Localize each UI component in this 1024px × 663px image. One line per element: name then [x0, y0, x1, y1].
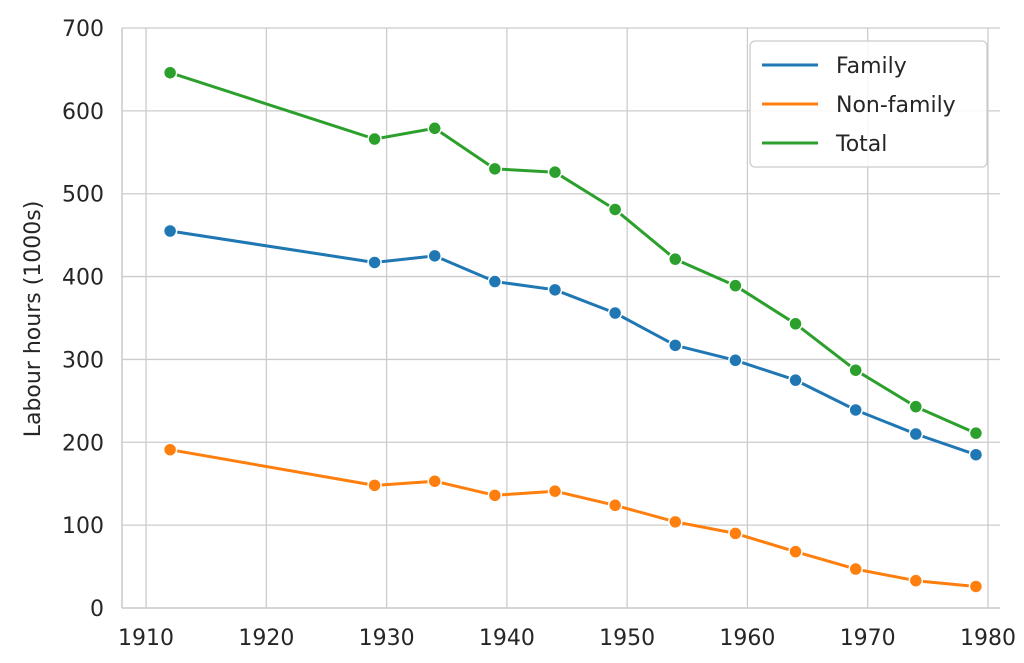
series-non-family: [162, 442, 984, 594]
data-point-family: [607, 305, 623, 321]
legend-label: Total: [835, 132, 887, 157]
data-point-non-family: [427, 473, 442, 489]
y-tick-label: 500: [62, 183, 104, 208]
series-total: [162, 65, 984, 441]
data-point-family: [668, 338, 683, 353]
data-point-total: [728, 278, 743, 293]
data-point-non-family: [367, 478, 382, 493]
data-point-family: [547, 282, 563, 298]
y-axis-label: Labour hours (1000s): [21, 201, 46, 438]
data-point-family: [427, 248, 442, 264]
legend-label: Family: [836, 54, 907, 79]
series-group: [162, 65, 984, 594]
y-tick-label: 100: [62, 514, 104, 539]
series-line-non-family: [168, 448, 978, 588]
data-point-non-family: [968, 579, 984, 594]
data-point-non-family: [728, 526, 743, 541]
x-tick-label: 1940: [479, 626, 535, 651]
series-line-total: [168, 71, 978, 435]
data-point-total: [668, 251, 683, 267]
data-point-total: [162, 65, 178, 80]
legend-item: Family: [762, 54, 907, 79]
legend-item: Non-family: [762, 93, 956, 118]
data-point-family: [487, 274, 503, 289]
data-point-total: [908, 399, 924, 414]
data-point-total: [427, 121, 442, 136]
x-tick-label: 1960: [719, 626, 775, 651]
legend: Family Non-family Total: [749, 40, 988, 168]
legend-label: Non-family: [836, 93, 956, 118]
data-point-non-family: [908, 573, 924, 588]
y-axis-ticks: 0 100 200 300 400 500 600 700: [62, 17, 104, 622]
x-tick-label: 1970: [840, 626, 896, 651]
data-point-total: [487, 161, 503, 177]
y-tick-label: 300: [62, 348, 104, 373]
x-tick-label: 1980: [960, 626, 1016, 651]
data-point-non-family: [162, 442, 178, 457]
x-tick-label: 1950: [599, 626, 655, 651]
data-point-family: [162, 223, 178, 239]
data-point-non-family: [668, 514, 683, 530]
x-tick-label: 1910: [118, 626, 174, 651]
data-point-non-family: [547, 483, 563, 499]
data-point-family: [908, 426, 924, 442]
data-point-non-family: [848, 561, 863, 577]
y-tick-label: 700: [62, 17, 104, 42]
data-point-family: [968, 447, 984, 462]
data-point-total: [547, 164, 563, 180]
data-point-family: [788, 372, 803, 388]
data-point-total: [607, 202, 623, 217]
data-point-non-family: [607, 498, 623, 513]
x-tick-label: 1920: [238, 626, 294, 651]
y-tick-label: 0: [90, 597, 104, 622]
data-point-family: [367, 255, 382, 270]
series-line-family: [168, 229, 978, 457]
y-tick-label: 200: [62, 431, 104, 456]
axes-spines: [121, 28, 1000, 609]
y-tick-label: 400: [62, 266, 104, 291]
data-point-total: [367, 131, 382, 147]
data-point-total: [968, 425, 984, 441]
data-point-non-family: [788, 544, 803, 559]
x-tick-label: 1930: [359, 626, 415, 651]
legend-box: [749, 40, 988, 168]
data-point-family: [848, 402, 863, 418]
y-tick-label: 600: [62, 100, 104, 125]
data-point-family: [728, 353, 743, 368]
series-family: [162, 223, 984, 462]
data-point-non-family: [487, 488, 503, 503]
x-axis-ticks: 1910 1920 1930 1940 1950 1960 1970 1980: [118, 626, 1016, 651]
data-point-total: [788, 316, 803, 332]
legend-item: Total: [762, 132, 887, 157]
data-point-total: [848, 362, 863, 378]
